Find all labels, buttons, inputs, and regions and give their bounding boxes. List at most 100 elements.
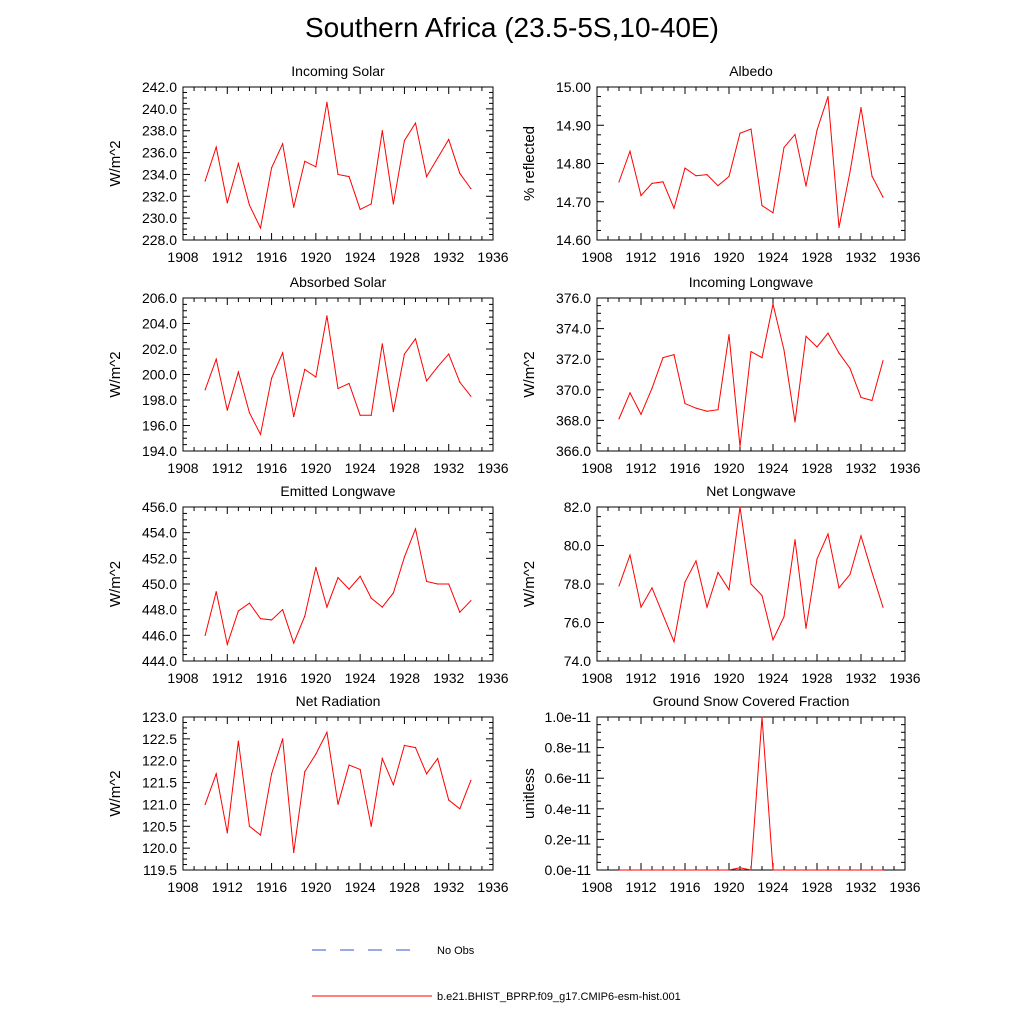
x-tick-label: 1932 — [845, 249, 876, 265]
y-tick-label: 204.0 — [142, 316, 177, 332]
data-point — [215, 358, 217, 360]
x-tick-label: 1920 — [713, 460, 744, 476]
y-tick-label: 206.0 — [142, 290, 177, 306]
data-point — [860, 396, 862, 399]
y-tick-label: 14.70 — [556, 194, 591, 210]
y-tick-label: 232.0 — [142, 188, 177, 204]
y-tick-label: 80.0 — [564, 538, 591, 554]
data-point — [381, 130, 383, 132]
data-point — [392, 592, 394, 594]
y-tick-label: 120.0 — [142, 840, 177, 856]
series-line-model — [204, 102, 472, 230]
x-tick-label: 1936 — [889, 670, 920, 686]
data-point — [459, 808, 461, 810]
data-point — [337, 576, 339, 579]
data-point — [750, 128, 752, 130]
data-point — [425, 380, 428, 382]
data-point — [304, 771, 306, 773]
data-point — [728, 334, 730, 336]
data-point — [304, 368, 306, 370]
y-tick-label: 374.0 — [556, 321, 591, 337]
x-tick-label: 1924 — [757, 670, 788, 686]
y-tick-label: 370.0 — [556, 382, 591, 398]
data-point — [425, 773, 428, 775]
x-tick-label: 1908 — [167, 879, 198, 895]
panel-title: Net Longwave — [706, 483, 796, 499]
y-tick-label: 122.0 — [142, 753, 177, 769]
data-point — [270, 619, 273, 621]
data-point — [248, 602, 251, 604]
data-point — [337, 173, 339, 176]
data-point — [794, 869, 796, 871]
data-point — [425, 580, 428, 583]
data-point — [827, 332, 829, 334]
data-point — [248, 825, 251, 827]
y-tick-label: 446.0 — [142, 627, 177, 643]
data-point — [816, 869, 818, 871]
x-tick-label: 1908 — [167, 460, 198, 476]
data-point — [293, 206, 295, 208]
data-point — [673, 869, 675, 871]
data-point — [761, 357, 763, 359]
data-point — [629, 392, 631, 394]
x-tick-label: 1912 — [625, 460, 656, 476]
panel-title: Incoming Solar — [291, 63, 385, 79]
data-point — [359, 768, 361, 771]
data-point — [259, 433, 262, 436]
x-tick-label: 1912 — [625, 670, 656, 686]
data-point — [805, 627, 807, 629]
data-point — [684, 581, 686, 583]
panel-incoming-longwave: 1908 1912 1916 1920 1924 1928 1932 1936 366.0 368… — [521, 274, 921, 476]
panel-absorbed-solar: 1908 1912 1916 1920 1924 1928 1932 1936 194.0 196… — [107, 274, 509, 476]
data-point — [871, 399, 873, 402]
data-point — [761, 204, 763, 207]
x-tick-label: 1908 — [581, 249, 612, 265]
x-tick-label: 1924 — [757, 249, 788, 265]
data-point — [226, 643, 228, 645]
panel-title: Absorbed Solar — [290, 274, 387, 290]
data-point — [728, 589, 730, 591]
x-tick-label: 1912 — [625, 879, 656, 895]
y-tick-label: 368.0 — [556, 412, 591, 428]
data-point — [816, 558, 818, 560]
y-tick-label: 14.90 — [556, 117, 591, 133]
x-tick-label: 1924 — [345, 879, 376, 895]
y-tick-label: 121.5 — [142, 775, 177, 791]
x-tick-label: 1936 — [477, 879, 508, 895]
data-point — [226, 202, 228, 204]
data-point — [459, 611, 461, 613]
data-point — [414, 528, 417, 530]
y-tick-label: 122.5 — [142, 731, 177, 747]
x-tick-label: 1916 — [669, 249, 700, 265]
data-point — [684, 167, 686, 169]
data-point — [805, 335, 807, 337]
y-tick-label: 230.0 — [142, 210, 177, 226]
data-point — [640, 869, 642, 871]
data-point — [651, 387, 653, 389]
data-point — [684, 869, 686, 871]
data-point — [849, 367, 851, 369]
data-point — [772, 869, 774, 871]
data-point — [882, 196, 884, 198]
data-point — [293, 642, 295, 644]
data-point — [662, 181, 664, 183]
y-tick-label: 196.0 — [142, 418, 177, 434]
data-point — [673, 354, 675, 356]
panel-title: Albedo — [729, 63, 773, 79]
data-point — [860, 535, 862, 537]
x-tick-label: 1928 — [389, 879, 420, 895]
data-point — [282, 738, 284, 740]
data-point — [629, 554, 631, 556]
series-line-model — [204, 527, 472, 647]
figure-title: Southern Africa (23.5-5S,10-40E) — [304, 12, 719, 43]
series-line-model — [619, 716, 883, 871]
x-tick-label: 1932 — [433, 249, 464, 265]
x-tick-label: 1936 — [477, 249, 508, 265]
panel-net-longwave: 1908 1912 1916 1920 1924 1928 1932 1936 74.0 76.0… — [521, 483, 921, 686]
panel-title: Ground Snow Covered Fraction — [653, 693, 850, 709]
data-point — [827, 95, 829, 98]
series-line-model — [618, 304, 884, 447]
data-point — [248, 204, 251, 206]
x-tick-label: 1908 — [167, 670, 198, 686]
